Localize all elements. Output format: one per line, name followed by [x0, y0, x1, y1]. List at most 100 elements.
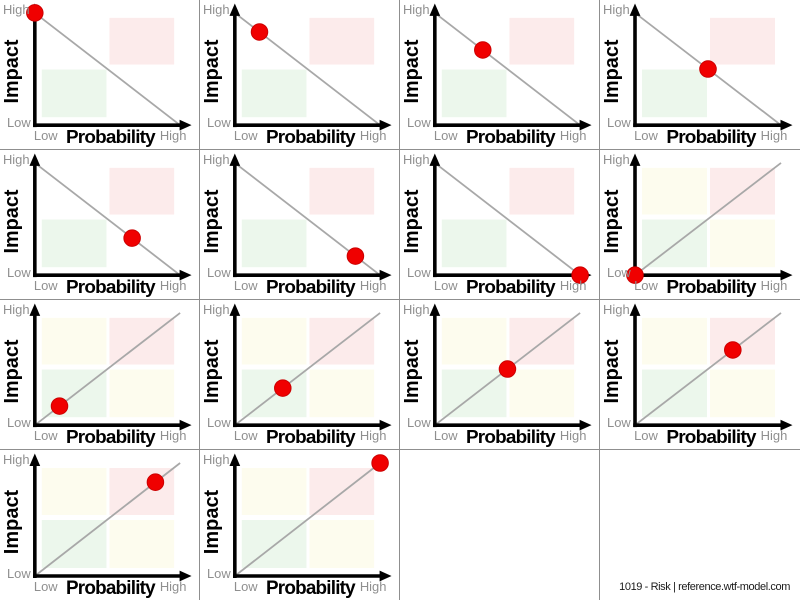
risk-point: [724, 341, 742, 359]
y-low-label: Low: [407, 115, 431, 130]
quadrant-bottom-right: [309, 520, 375, 568]
chart-cell-13: High Low Low High Impact Probability: [0, 450, 200, 600]
impact-axis-title: Impact: [201, 39, 223, 103]
x-axis-arrow-icon: [379, 419, 392, 431]
y-high-label: High: [203, 452, 230, 467]
risk-point: [626, 266, 644, 284]
risk-point: [346, 247, 365, 265]
empty-cell: [400, 450, 600, 600]
quadrant-top-left: [642, 167, 707, 215]
impact-axis-title: Impact: [401, 339, 423, 403]
y-axis-arrow-icon: [29, 453, 41, 466]
impact-axis-title: Impact: [1, 489, 23, 554]
y-axis-arrow-icon: [29, 303, 41, 316]
y-low-label: Low: [207, 415, 231, 430]
probability-axis-title: Probability: [666, 127, 757, 148]
impact-axis-title: Impact: [201, 339, 223, 403]
y-low-label: Low: [207, 265, 231, 280]
impact-axis-title: Impact: [601, 39, 623, 103]
y-low-label: Low: [7, 115, 31, 130]
x-high-label: High: [560, 428, 587, 443]
y-high-label: High: [3, 302, 30, 317]
chart-cell-3: High Low Low High Impact Probability: [400, 0, 600, 150]
y-low-label: Low: [7, 265, 31, 280]
quadrant-top-right: [710, 17, 775, 65]
impact-axis-title: Impact: [401, 189, 423, 253]
y-high-label: High: [403, 302, 430, 317]
y-axis-arrow-icon: [229, 303, 241, 316]
y-high-label: High: [603, 2, 630, 17]
probability-axis-title: Probability: [266, 277, 356, 298]
trend-line: [234, 312, 381, 426]
x-high-label: High: [360, 278, 387, 293]
quadrant-bottom-left: [642, 69, 707, 118]
probability-axis-title: Probability: [66, 578, 156, 599]
probability-axis-title: Probability: [466, 427, 556, 448]
y-axis-arrow-icon: [629, 3, 641, 16]
y-high-label: High: [603, 152, 630, 167]
quadrant-bottom-right: [710, 369, 775, 418]
risk-point: [146, 473, 165, 492]
impact-axis-title: Impact: [401, 39, 423, 103]
quadrant-bottom-left: [441, 219, 507, 268]
x-axis-arrow-icon: [179, 570, 192, 582]
x-axis-arrow-icon: [780, 269, 793, 281]
x-high-label: High: [761, 278, 788, 293]
impact-axis-title: Impact: [1, 39, 23, 103]
quadrant-top-left: [241, 317, 307, 365]
trend-line: [634, 162, 782, 276]
y-low-label: Low: [407, 415, 431, 430]
quadrant-bottom-right: [710, 219, 775, 268]
trend-line: [434, 12, 581, 126]
x-axis-arrow-icon: [780, 119, 793, 131]
risk-point: [274, 379, 292, 397]
probability-axis-title: Probability: [266, 127, 356, 148]
probability-axis-title: Probability: [66, 277, 156, 298]
x-low-label: Low: [234, 428, 258, 443]
probability-axis-title: Probability: [266, 427, 356, 448]
risk-point: [498, 360, 517, 378]
quadrant-bottom-left: [241, 69, 307, 118]
y-high-label: High: [3, 452, 30, 467]
x-low-label: Low: [234, 128, 258, 143]
x-high-label: High: [360, 579, 387, 594]
y-axis-arrow-icon: [429, 303, 441, 316]
chart-cell-9: High Low Low High Impact Probability: [0, 300, 200, 450]
x-low-label: Low: [34, 278, 58, 293]
y-axis-arrow-icon: [29, 153, 41, 166]
x-low-label: Low: [34, 428, 58, 443]
risk-point: [250, 23, 269, 41]
quadrant-top-left: [241, 468, 307, 515]
attribution-cell: 1019 - Risk | reference.wtf-model.com: [600, 450, 800, 600]
impact-axis-title: Impact: [1, 339, 23, 403]
quadrant-bottom-left: [241, 219, 307, 268]
x-low-label: Low: [434, 278, 458, 293]
y-high-label: High: [203, 302, 230, 317]
x-high-label: High: [560, 278, 587, 293]
x-low-label: Low: [434, 428, 458, 443]
y-low-label: Low: [207, 115, 231, 130]
impact-axis-title: Impact: [601, 339, 623, 403]
x-axis-arrow-icon: [379, 269, 392, 281]
quadrant-top-left: [41, 317, 107, 365]
probability-axis-title: Probability: [666, 427, 757, 448]
x-axis-arrow-icon: [379, 119, 392, 131]
y-low-label: Low: [607, 265, 631, 280]
risk-point: [474, 41, 492, 59]
chart-cell-11: High Low Low High Impact Probability: [400, 300, 600, 450]
probability-axis-title: Probability: [466, 277, 556, 298]
x-axis-arrow-icon: [780, 419, 793, 431]
y-high-label: High: [403, 2, 430, 17]
quadrant-top-right: [309, 17, 375, 65]
y-axis-arrow-icon: [629, 153, 641, 166]
impact-axis-title: Impact: [201, 489, 223, 554]
